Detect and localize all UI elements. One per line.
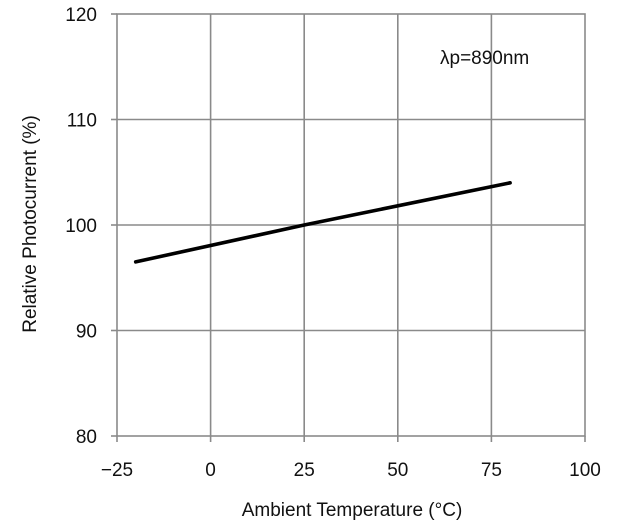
x-tick-label: 0: [205, 460, 216, 481]
y-tick-label: 90: [76, 322, 97, 343]
y-tick-label: 80: [76, 427, 97, 448]
plot-border: [116, 13, 586, 437]
x-axis-title: Ambient Temperature (°C): [242, 500, 463, 521]
series-layer: [133, 181, 512, 264]
x-tick-label: 75: [481, 460, 502, 481]
annotation-wavelength: λp=890nm: [440, 48, 529, 69]
tick-labels: −25 0 25 50 75 100 80 90 100 110 120: [65, 5, 601, 481]
y-tick-label: 110: [67, 111, 97, 132]
x-tick-label: 25: [294, 460, 315, 481]
x-tick-label: 50: [387, 460, 408, 481]
y-axis-title: Relative Photocurrent (%): [20, 115, 41, 333]
y-tick-label: 100: [65, 216, 97, 237]
axis-ticks: [111, 13, 586, 442]
series-line-photocurrent: [133, 181, 512, 264]
x-tick-label: −25: [101, 460, 133, 481]
x-tick-label: 100: [569, 460, 601, 481]
grid: [117, 14, 585, 436]
y-tick-label: 120: [65, 5, 97, 26]
plot-frame: [116, 13, 586, 437]
